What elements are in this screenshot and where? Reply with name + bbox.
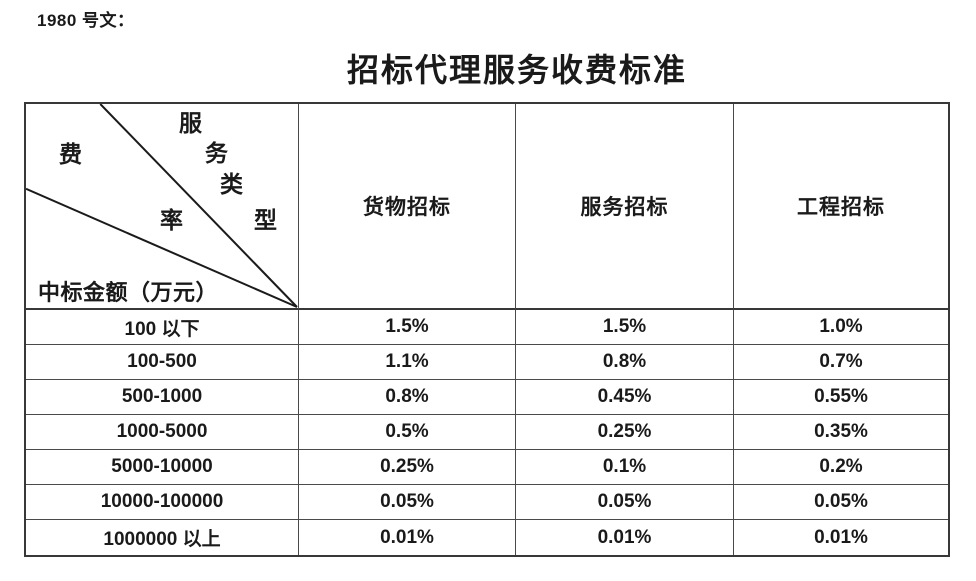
row-label: 100 以下 xyxy=(26,310,299,345)
fee-cell: 0.1% xyxy=(516,450,734,485)
fee-cell: 0.35% xyxy=(734,415,948,450)
fee-cell: 0.2% xyxy=(734,450,948,485)
row-label: 1000-5000 xyxy=(26,415,299,450)
diagonal-divider-lines xyxy=(26,104,298,308)
corner-service-type-char: 型 xyxy=(254,208,277,233)
col-header-service: 服务招标 xyxy=(516,104,734,310)
fee-cell: 1.0% xyxy=(734,310,948,345)
row-label: 5000-10000 xyxy=(26,450,299,485)
fee-cell: 0.8% xyxy=(299,380,516,415)
fee-cell: 1.5% xyxy=(299,310,516,345)
doc-number-label: 1980 号文： xyxy=(37,11,135,30)
corner-service-type-char: 服 xyxy=(179,111,202,136)
fee-cell: 0.25% xyxy=(299,450,516,485)
fee-cell: 0.45% xyxy=(516,380,734,415)
corner-amount-label: 中标金额（万元） xyxy=(38,280,219,305)
row-label: 500-1000 xyxy=(26,380,299,415)
fee-cell: 0.25% xyxy=(516,415,734,450)
col-header-engineering: 工程招标 xyxy=(734,104,948,310)
fee-cell: 0.05% xyxy=(734,485,948,520)
fee-cell: 0.05% xyxy=(516,485,734,520)
fee-cell: 0.05% xyxy=(299,485,516,520)
fee-cell: 0.01% xyxy=(299,520,516,555)
row-label: 1000000 以上 xyxy=(26,520,299,555)
fee-cell: 1.1% xyxy=(299,345,516,380)
fee-cell: 1.5% xyxy=(516,310,734,345)
fee-cell: 0.01% xyxy=(814,526,868,548)
corner-header-cell: 服 务 类 型 费 率 中标金额（万元） xyxy=(26,104,299,310)
corner-fee-rate-char: 费 xyxy=(59,142,82,167)
page-title: 招标代理服务收费标准 xyxy=(346,52,687,88)
fee-cell: 0.5% xyxy=(299,415,516,450)
fee-cell: 0.55% xyxy=(734,380,948,415)
fee-cell: 0.7% xyxy=(734,345,948,380)
row-label: 100-500 xyxy=(26,345,299,380)
fee-cell: 0.01% xyxy=(516,520,734,555)
corner-service-type-char: 类 xyxy=(220,172,243,197)
col-header-goods: 货物招标 xyxy=(299,104,516,310)
fee-cell: 0.8% xyxy=(516,345,734,380)
fee-standard-table: 服 务 类 型 费 率 中标金额（万元） 货物招标 服务招标 工程招标 100 … xyxy=(24,102,950,557)
row-label: 10000-100000 xyxy=(26,485,299,520)
corner-fee-rate-char: 率 xyxy=(160,208,183,233)
corner-service-type-char: 务 xyxy=(205,141,228,166)
